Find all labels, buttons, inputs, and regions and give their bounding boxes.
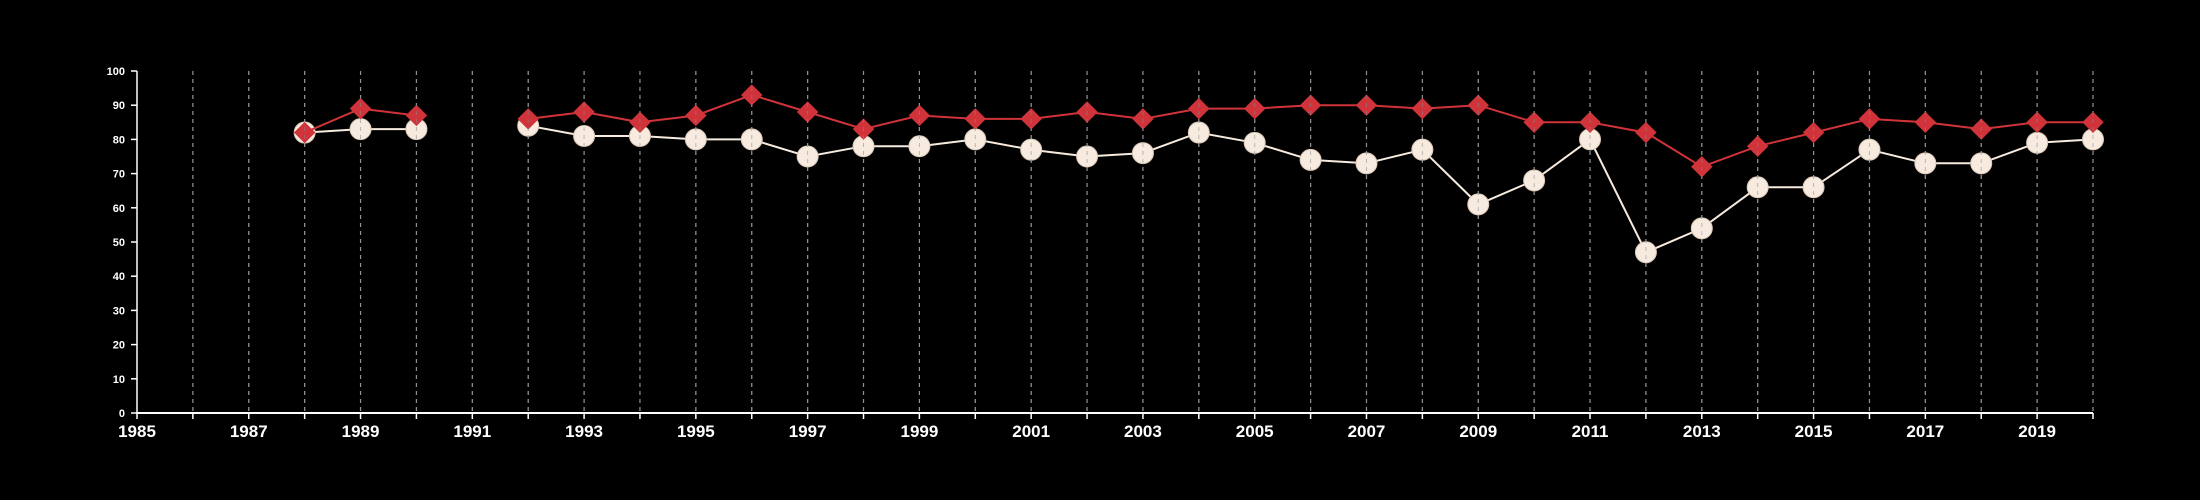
y-tick-label: 0 bbox=[119, 408, 125, 420]
data-point-circle bbox=[796, 145, 819, 168]
x-tick-label: 1993 bbox=[565, 422, 603, 441]
y-tick-label: 90 bbox=[113, 100, 125, 112]
x-tick-label: 2003 bbox=[1124, 422, 1162, 441]
x-tick-label: 1995 bbox=[677, 422, 715, 441]
axes: 0 10 20 30 40 50 60 70 80 90 100 1985 1987 1989 1991 19… bbox=[107, 66, 2094, 441]
data-point-diamond bbox=[293, 121, 316, 144]
x-tick-label: 1985 bbox=[118, 422, 156, 441]
data-point-diamond bbox=[349, 97, 372, 120]
y-tick-label: 30 bbox=[113, 305, 125, 317]
data-point-circle bbox=[1858, 138, 1881, 161]
data-point-diamond bbox=[1802, 121, 1825, 144]
y-tick-label: 20 bbox=[113, 340, 125, 352]
data-point-diamond bbox=[1188, 97, 1210, 120]
x-tick-label: 2007 bbox=[1348, 422, 1386, 441]
x-tick-label: 2005 bbox=[1236, 422, 1274, 441]
data-point-circle bbox=[1690, 217, 1713, 240]
data-point-circle bbox=[1411, 138, 1434, 161]
x-tick-label: 1989 bbox=[342, 422, 380, 441]
x-tick-label: 2009 bbox=[1459, 422, 1497, 441]
data-point-circle bbox=[1467, 193, 1490, 216]
y-tick-label: 70 bbox=[113, 169, 125, 181]
data-point-circle bbox=[1020, 138, 1043, 161]
data-point-diamond bbox=[405, 104, 428, 127]
x-tick-label: 1987 bbox=[230, 422, 268, 441]
y-tick-label: 50 bbox=[113, 237, 125, 249]
data-point-circle bbox=[1523, 169, 1546, 192]
y-tick-label: 10 bbox=[113, 374, 125, 386]
x-tick-label: 2015 bbox=[1795, 422, 1833, 441]
data-point-circle bbox=[1187, 121, 1210, 144]
x-tick-label: 1997 bbox=[789, 422, 827, 441]
x-tick-label: 2001 bbox=[1012, 422, 1050, 441]
x-tick-label: 1999 bbox=[900, 422, 938, 441]
y-tick-label: 80 bbox=[113, 134, 125, 146]
data-point-diamond bbox=[1635, 121, 1657, 144]
x-tick-label: 2017 bbox=[1906, 422, 1944, 441]
x-tick-label: 2011 bbox=[1572, 422, 1609, 441]
x-tick-label: 2019 bbox=[2018, 422, 2056, 441]
data-point-circle bbox=[1076, 145, 1099, 168]
y-tick-label: 40 bbox=[113, 271, 125, 283]
y-tick-label: 100 bbox=[107, 66, 125, 78]
y-tick-label: 60 bbox=[113, 203, 125, 215]
data-point-circle bbox=[1634, 241, 1657, 264]
x-tick-label: 1991 bbox=[453, 422, 491, 441]
x-tick-label: 2013 bbox=[1683, 422, 1721, 441]
series-group bbox=[192, 71, 2104, 413]
data-point-diamond bbox=[1244, 97, 1266, 120]
grid-overlay bbox=[192, 71, 2094, 413]
data-point-diamond bbox=[685, 104, 707, 127]
data-point-diamond bbox=[1411, 97, 1434, 120]
data-point-diamond bbox=[908, 104, 931, 127]
